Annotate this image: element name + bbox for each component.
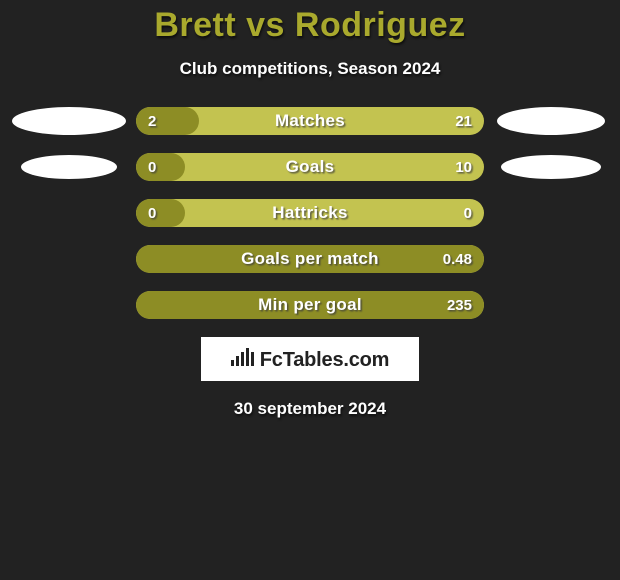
player-ellipse-right [501,155,601,179]
stat-bar: 0Hattricks0 [136,199,484,227]
right-ellipse-slot [484,155,618,179]
logo-inner: FcTables.com [231,346,390,372]
stat-row: 0Goals10 [0,153,620,181]
stat-label: Hattricks [136,199,484,227]
stat-rows: 2Matches210Goals100Hattricks0Goals per m… [0,107,620,319]
stat-value-right: 0 [464,199,472,227]
stat-label: Goals [136,153,484,181]
stat-value-right: 10 [455,153,472,181]
player-ellipse-left [21,155,117,179]
stat-label: Matches [136,107,484,135]
left-ellipse-slot [2,155,136,179]
stat-bar: 0Goals10 [136,153,484,181]
stat-row: 2Matches21 [0,107,620,135]
player-ellipse-right [497,107,605,135]
logo-text: FcTables.com [260,349,390,372]
logo-text-fc: Fc [260,349,283,371]
comparison-widget: Brett vs Rodriguez Club competitions, Se… [0,0,620,419]
page-title: Brett vs Rodriguez [0,6,620,45]
stat-row: Goals per match0.48 [0,245,620,273]
fctables-logo[interactable]: FcTables.com [201,337,419,381]
stat-label: Goals per match [136,245,484,273]
stat-label: Min per goal [136,291,484,319]
stat-value-right: 0.48 [443,245,472,273]
right-ellipse-slot [484,107,618,135]
stat-row: Min per goal235 [0,291,620,319]
subtitle: Club competitions, Season 2024 [0,59,620,79]
date-label: 30 september 2024 [0,399,620,419]
stat-bar: Min per goal235 [136,291,484,319]
player-ellipse-left [12,107,126,135]
logo-text-tables: Tables.com [283,349,390,371]
stat-value-right: 21 [455,107,472,135]
stat-value-right: 235 [447,291,472,319]
left-ellipse-slot [2,107,136,135]
stat-row: 0Hattricks0 [0,199,620,227]
logo-bars-icon [231,346,254,366]
stat-bar: Goals per match0.48 [136,245,484,273]
stat-bar: 2Matches21 [136,107,484,135]
